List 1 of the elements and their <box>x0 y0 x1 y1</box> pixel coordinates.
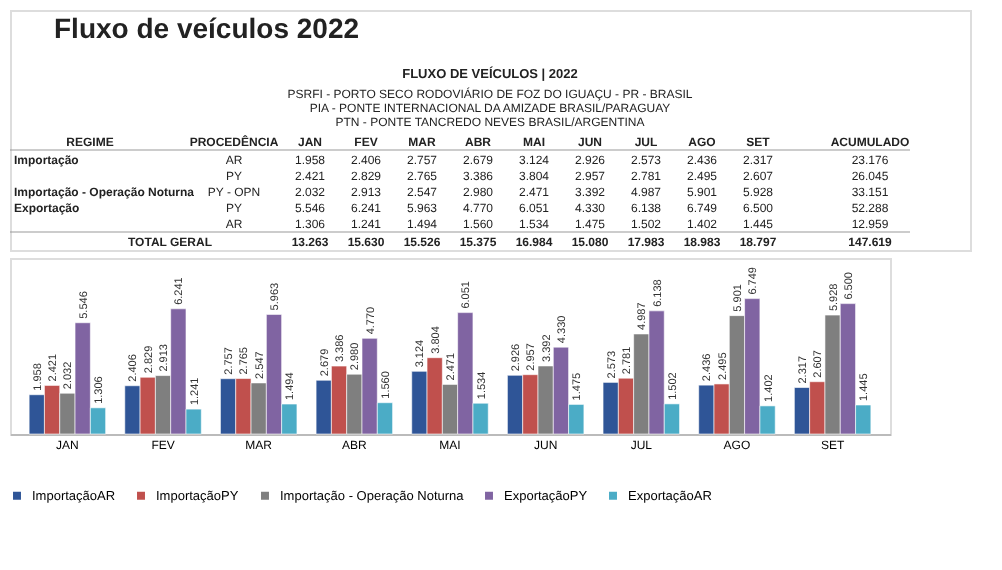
chart-title: Fluxo de veículos 2022 <box>54 12 360 44</box>
